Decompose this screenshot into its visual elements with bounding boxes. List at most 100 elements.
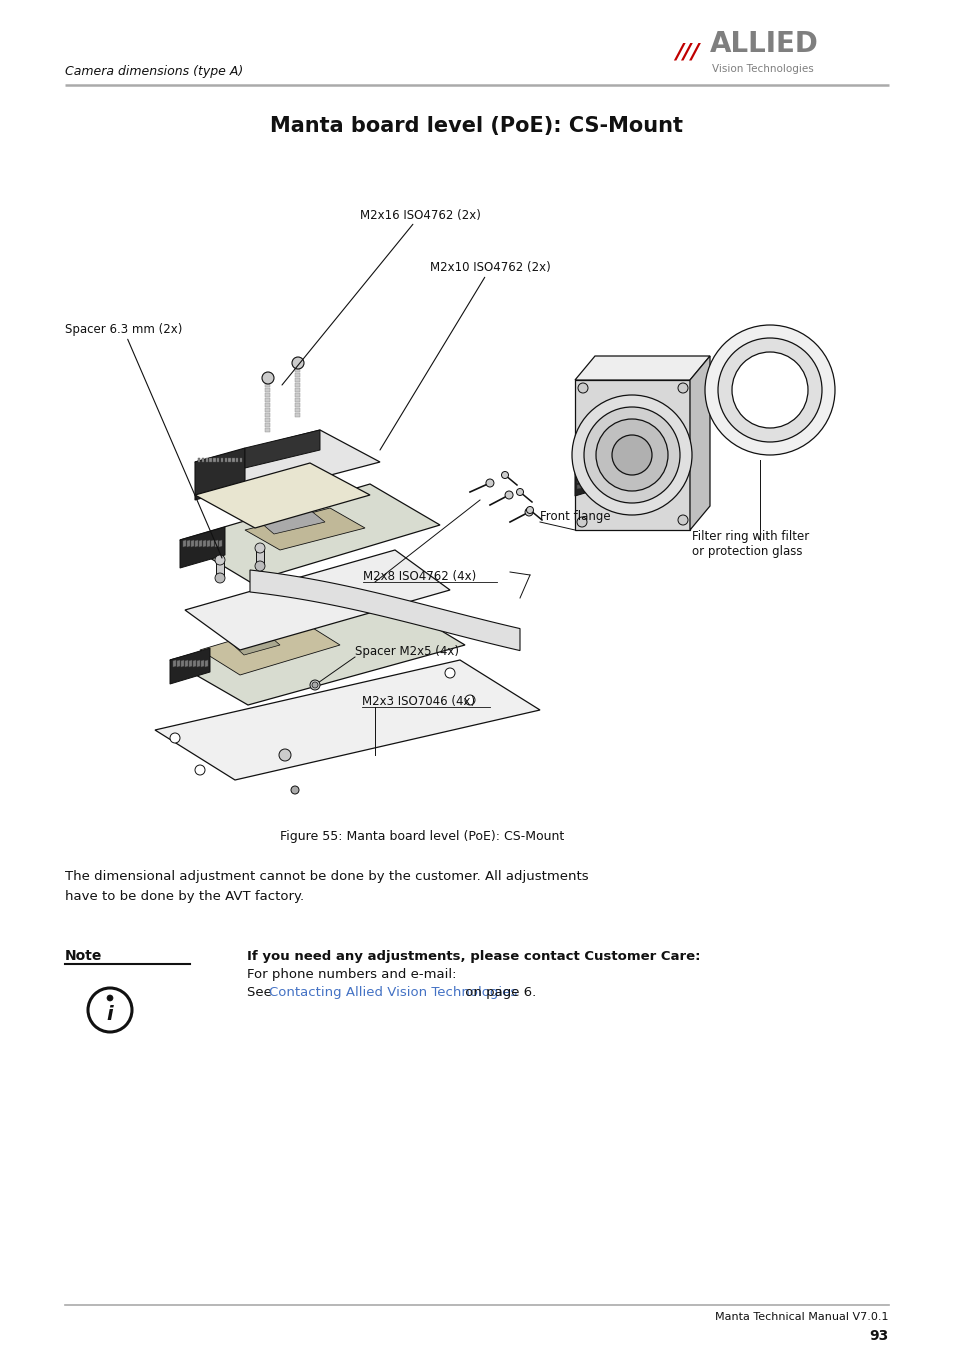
Text: ALLIED: ALLIED <box>709 30 818 58</box>
Text: Manta Technical Manual V7.0.1: Manta Technical Manual V7.0.1 <box>715 1312 888 1322</box>
Text: Spacer M2x5 (4x): Spacer M2x5 (4x) <box>355 645 458 657</box>
Text: The dimensional adjustment cannot be done by the customer. All adjustments: The dimensional adjustment cannot be don… <box>65 869 588 883</box>
Text: or protection glass: or protection glass <box>691 545 801 558</box>
Polygon shape <box>205 660 208 667</box>
Polygon shape <box>185 549 450 649</box>
Polygon shape <box>295 393 300 397</box>
Polygon shape <box>265 393 271 397</box>
Circle shape <box>254 562 265 571</box>
Circle shape <box>170 733 180 743</box>
Circle shape <box>194 765 205 775</box>
Text: on page 6.: on page 6. <box>461 986 537 999</box>
Polygon shape <box>295 404 300 406</box>
Circle shape <box>524 508 533 516</box>
Circle shape <box>577 517 586 526</box>
Polygon shape <box>206 458 208 462</box>
Polygon shape <box>250 570 519 651</box>
Polygon shape <box>245 431 319 468</box>
Polygon shape <box>170 648 210 684</box>
Text: Note: Note <box>65 949 102 963</box>
Polygon shape <box>295 373 300 377</box>
Polygon shape <box>575 379 689 531</box>
Text: See: See <box>247 986 275 999</box>
Polygon shape <box>180 526 225 568</box>
Text: i: i <box>107 1006 113 1025</box>
Circle shape <box>312 682 317 688</box>
Polygon shape <box>575 356 709 379</box>
Text: M2x16 ISO4762 (2x): M2x16 ISO4762 (2x) <box>282 208 480 385</box>
Polygon shape <box>295 369 300 371</box>
Circle shape <box>678 514 687 525</box>
Polygon shape <box>199 540 202 547</box>
Circle shape <box>501 471 508 478</box>
Text: For phone numbers and e-mail:: For phone numbers and e-mail: <box>247 968 456 981</box>
Text: Front flange: Front flange <box>539 510 610 522</box>
Polygon shape <box>185 660 188 667</box>
Text: Figure 55: Manta board level (PoE): CS-Mount: Figure 55: Manta board level (PoE): CS-M… <box>280 830 563 842</box>
Text: Filter ring with filter: Filter ring with filter <box>691 531 808 543</box>
Polygon shape <box>265 378 271 382</box>
Polygon shape <box>255 548 264 566</box>
Polygon shape <box>177 660 180 667</box>
Circle shape <box>278 749 291 761</box>
Polygon shape <box>211 540 213 547</box>
Polygon shape <box>265 413 271 417</box>
Polygon shape <box>196 660 200 667</box>
Circle shape <box>578 383 587 393</box>
Polygon shape <box>295 408 300 412</box>
Text: 93: 93 <box>869 1328 888 1343</box>
Polygon shape <box>200 620 339 675</box>
Polygon shape <box>232 458 234 462</box>
Circle shape <box>704 325 834 455</box>
Polygon shape <box>183 540 186 547</box>
Circle shape <box>731 352 807 428</box>
Polygon shape <box>577 482 593 489</box>
Text: Vision Technologies: Vision Technologies <box>711 63 813 74</box>
Text: have to be done by the AVT factory.: have to be done by the AVT factory. <box>65 890 304 903</box>
Polygon shape <box>215 560 224 578</box>
Polygon shape <box>265 408 271 412</box>
Polygon shape <box>265 383 271 386</box>
Polygon shape <box>295 383 300 386</box>
Polygon shape <box>187 540 190 547</box>
Polygon shape <box>194 448 245 500</box>
Circle shape <box>485 479 494 487</box>
Polygon shape <box>245 508 365 549</box>
Polygon shape <box>209 458 212 462</box>
Text: M2x10 ISO4762 (2x): M2x10 ISO4762 (2x) <box>379 262 550 450</box>
Polygon shape <box>213 458 215 462</box>
Polygon shape <box>193 660 195 667</box>
Polygon shape <box>265 428 271 432</box>
Polygon shape <box>201 660 204 667</box>
Circle shape <box>583 406 679 504</box>
Polygon shape <box>216 458 219 462</box>
Circle shape <box>214 555 225 566</box>
Circle shape <box>572 396 691 514</box>
Circle shape <box>464 695 475 705</box>
Polygon shape <box>202 458 204 462</box>
Polygon shape <box>295 398 300 401</box>
Circle shape <box>526 506 533 513</box>
Polygon shape <box>577 458 593 464</box>
Circle shape <box>292 356 304 369</box>
Polygon shape <box>235 458 238 462</box>
Polygon shape <box>265 387 271 392</box>
Circle shape <box>516 489 523 495</box>
Circle shape <box>310 680 319 690</box>
Polygon shape <box>172 660 175 667</box>
Circle shape <box>88 988 132 1031</box>
Text: Contacting Allied Vision Technologies: Contacting Allied Vision Technologies <box>269 986 517 999</box>
Circle shape <box>596 418 667 491</box>
Circle shape <box>291 786 298 794</box>
Polygon shape <box>198 458 200 462</box>
Circle shape <box>107 995 112 1000</box>
Polygon shape <box>189 660 192 667</box>
Text: Camera dimensions (type A): Camera dimensions (type A) <box>65 65 243 78</box>
Circle shape <box>214 572 225 583</box>
Polygon shape <box>295 378 300 382</box>
Circle shape <box>718 338 821 441</box>
Polygon shape <box>265 404 271 406</box>
Polygon shape <box>214 540 218 547</box>
Polygon shape <box>689 356 709 531</box>
Circle shape <box>678 383 687 393</box>
